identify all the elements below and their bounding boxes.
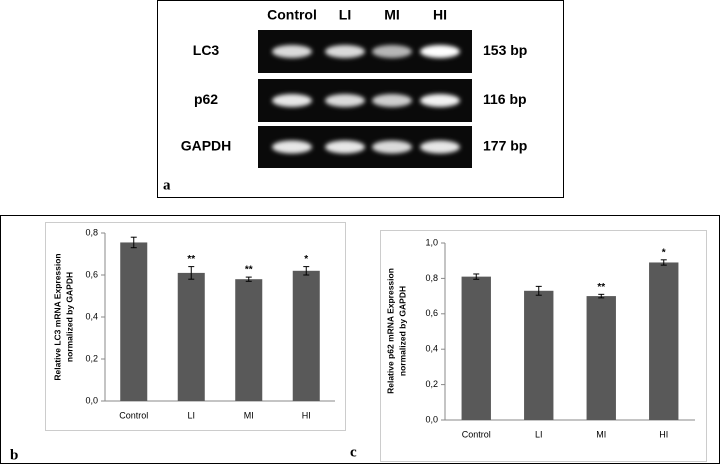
y-tick-label: 0,4	[425, 344, 438, 354]
error-bar	[188, 266, 195, 280]
size-label: 177 bp	[483, 138, 527, 154]
panel-label: b	[10, 447, 18, 463]
x-tick-label: MI	[244, 410, 254, 420]
x-tick-label: Control	[119, 410, 148, 420]
y-axis-label: normalized by GAPDH	[64, 272, 74, 362]
size-label: 116 bp	[483, 91, 527, 107]
band	[272, 94, 312, 107]
y-tick-label: 0,2	[85, 353, 98, 363]
panel-label: a	[163, 177, 171, 193]
band	[272, 45, 312, 58]
bar	[292, 270, 320, 401]
y-tick-label: 0,0	[425, 414, 438, 424]
row-label: GAPDH	[181, 138, 232, 154]
band	[325, 140, 365, 154]
bar	[235, 279, 263, 401]
y-tick-label: 0,8	[85, 227, 98, 237]
x-tick-label: Control	[462, 429, 491, 439]
bar	[120, 242, 148, 401]
bar	[649, 262, 679, 420]
bar	[524, 290, 554, 420]
y-tick-label: 0,4	[85, 311, 98, 321]
bar	[461, 276, 491, 420]
significance: *	[662, 247, 666, 258]
significance: **	[245, 265, 253, 276]
y-tick-label: 0,2	[425, 379, 438, 389]
y-tick-label: 0,6	[85, 269, 98, 279]
y-tick-label: 1,0	[425, 237, 438, 247]
chart-b-frame	[45, 222, 346, 431]
error-bar	[660, 259, 667, 266]
band	[420, 140, 460, 154]
x-tick-label: HI	[302, 410, 311, 420]
band	[372, 140, 412, 154]
lane-label: MI	[384, 7, 400, 23]
band	[372, 45, 412, 58]
error-bar	[598, 293, 605, 299]
y-axis-label: Relative p62 mRNA Expression	[385, 268, 395, 394]
y-axis-label: Relative LC3 mRNA Expression	[52, 253, 62, 380]
y-tick-label: 0,6	[425, 308, 438, 318]
bar	[586, 296, 616, 420]
significance: **	[597, 282, 605, 293]
significance: **	[187, 254, 195, 265]
row-label: p62	[194, 91, 218, 107]
x-tick-label: MI	[596, 429, 606, 439]
x-tick-label: HI	[659, 429, 668, 439]
lane-label: HI	[433, 7, 447, 23]
bar	[177, 272, 205, 401]
band	[372, 94, 412, 107]
error-bar	[245, 276, 252, 282]
x-tick-label: LI	[187, 410, 195, 420]
y-tick-label: 0,0	[85, 395, 98, 405]
row-label: LC3	[193, 42, 220, 58]
size-label: 153 bp	[483, 42, 527, 58]
lane-label: LI	[339, 7, 351, 23]
panel-label: c	[350, 444, 357, 460]
x-tick-label: LI	[535, 429, 543, 439]
error-bar	[535, 285, 542, 296]
lane-label: Control	[267, 7, 317, 23]
error-bar	[473, 273, 480, 280]
band	[325, 45, 365, 58]
chart-c-frame	[380, 230, 707, 462]
band	[325, 94, 365, 107]
band	[272, 140, 312, 154]
y-tick-label: 0,8	[425, 273, 438, 283]
band	[420, 94, 460, 107]
significance: *	[304, 254, 308, 265]
y-axis-label: normalized by GAPDH	[397, 286, 407, 376]
error-bar	[130, 236, 137, 249]
error-bar	[303, 266, 310, 276]
band	[420, 45, 460, 58]
